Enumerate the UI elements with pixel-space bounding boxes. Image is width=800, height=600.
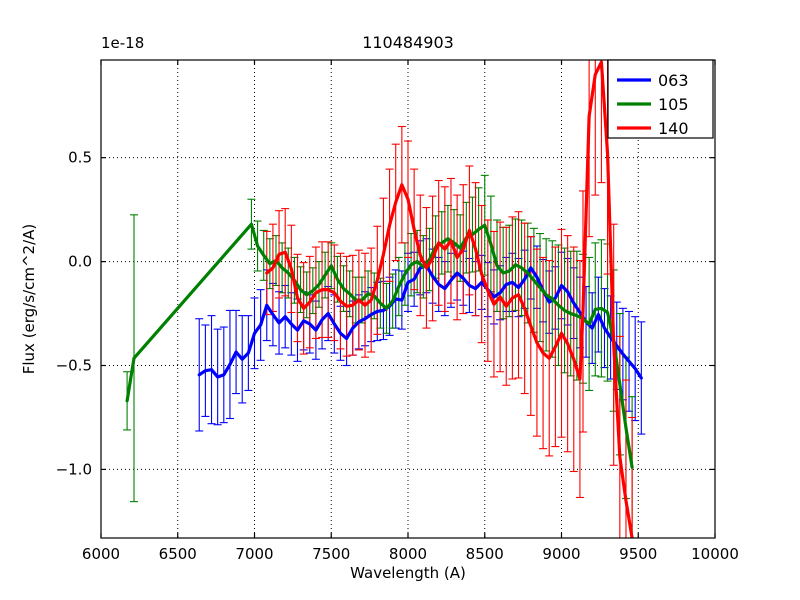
legend-entries[interactable]: 063 105 140 bbox=[617, 71, 689, 138]
y-tick-label: −0.5 bbox=[56, 357, 92, 375]
x-tick-label: 8000 bbox=[389, 545, 427, 563]
y-tick-label: 0.0 bbox=[68, 253, 92, 271]
x-tick-label: 6500 bbox=[159, 545, 197, 563]
y-tick-labels: 0.5 0.0 −0.5 −1.0 bbox=[56, 149, 92, 479]
legend-entry-063[interactable]: 063 bbox=[617, 71, 689, 90]
x-tick-labels: 6000 6500 7000 7500 8000 8500 9000 9500 10000 bbox=[82, 545, 739, 563]
y-axis-title: Flux (erg/s/cm^2/A) bbox=[20, 224, 38, 375]
legend-entry-140[interactable]: 140 bbox=[617, 119, 689, 138]
x-axis-title: Wavelength (A) bbox=[350, 564, 466, 582]
legend-entry-105[interactable]: 105 bbox=[617, 95, 689, 114]
x-tick-label: 7000 bbox=[235, 545, 273, 563]
y-tick-label: 0.5 bbox=[68, 149, 92, 167]
x-tick-label: 8500 bbox=[466, 545, 504, 563]
legend-label-105: 105 bbox=[658, 95, 689, 114]
x-tick-label: 6000 bbox=[82, 545, 120, 563]
y-tick-label: −1.0 bbox=[56, 460, 92, 478]
x-tick-label: 10000 bbox=[691, 545, 739, 563]
legend[interactable]: 063 105 140 bbox=[607, 59, 714, 139]
series-line-140 bbox=[265, 60, 634, 538]
legend-background bbox=[607, 59, 714, 139]
legend-label-140: 140 bbox=[658, 119, 689, 138]
x-tick-label: 9500 bbox=[619, 545, 657, 563]
data-series-layer bbox=[123, 60, 646, 538]
y-axis-offset-multiplier: 1e-18 bbox=[101, 34, 144, 52]
series-line-063 bbox=[197, 264, 643, 380]
chart-title: 110484903 bbox=[362, 33, 454, 52]
x-tick-label: 7500 bbox=[312, 545, 350, 563]
axis-tickmarks bbox=[100, 60, 716, 538]
legend-label-063: 063 bbox=[658, 71, 689, 90]
x-tick-label: 9000 bbox=[542, 545, 580, 563]
